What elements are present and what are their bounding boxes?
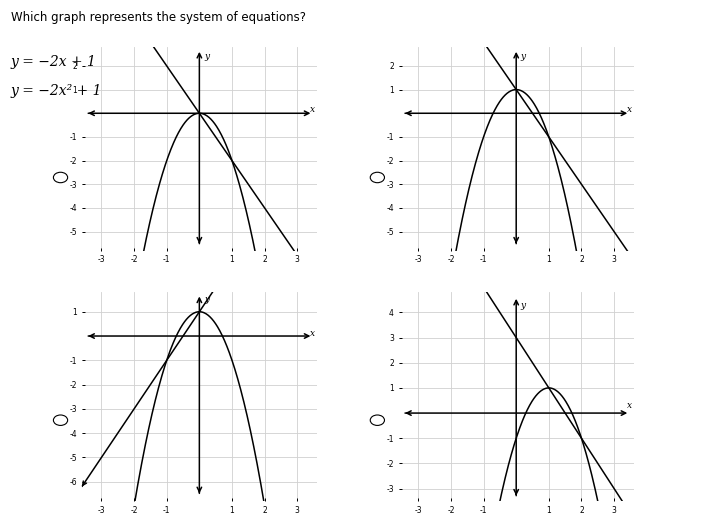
Text: y: y	[520, 52, 525, 61]
Text: x: x	[627, 105, 632, 114]
Text: y: y	[520, 301, 525, 310]
Text: y: y	[204, 295, 209, 304]
Text: x: x	[627, 401, 632, 410]
Text: y = −2x + 1: y = −2x + 1	[11, 55, 97, 69]
Text: y: y	[204, 52, 209, 61]
Text: Which graph represents the system of equations?: Which graph represents the system of equ…	[11, 11, 305, 25]
Text: x: x	[310, 105, 315, 114]
Text: x: x	[310, 329, 315, 338]
Text: y = −2x² + 1: y = −2x² + 1	[11, 84, 103, 98]
